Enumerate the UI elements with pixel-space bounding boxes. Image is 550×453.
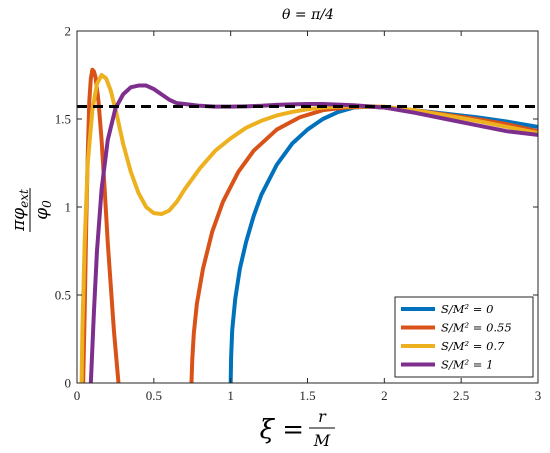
plot-area — [77, 67, 538, 383]
x-tick-label: 1.5 — [299, 388, 315, 403]
x-axis-label: ξ = r M — [260, 407, 335, 450]
axes: 0 0.5 1 1.5 2 2.5 3 0 0.5 1 1.5 2 — [55, 24, 542, 404]
x-tick-label: 1 — [227, 388, 234, 403]
legend-entry-label: S/M² = 1 — [441, 358, 493, 372]
x-axis-label-main: ξ = — [260, 415, 304, 445]
x-tick-label: 2 — [381, 388, 388, 403]
y-axis-label: πφext φ0 — [9, 188, 54, 232]
x-tick-label: 2.5 — [453, 388, 469, 403]
y-tick-label: 2 — [65, 24, 72, 39]
y-tick-label: 0 — [65, 376, 72, 391]
chart-title: θ = π/4 — [282, 7, 334, 23]
y-tick-label: 1 — [65, 200, 72, 215]
y-axis-label-numerator: πφext — [9, 189, 31, 232]
y-tick-label: 0.5 — [55, 288, 71, 303]
y-axis-label-denominator: φ0 — [32, 200, 54, 220]
legend-entry-label: S/M² = 0.7 — [441, 339, 505, 353]
x-tick-label: 3 — [535, 388, 542, 403]
legend-entry-label: S/M² = 0 — [441, 302, 493, 316]
x-axis-label-numerator: r — [318, 407, 327, 426]
x-tick-label: 0 — [74, 388, 81, 403]
legend-entry-label: S/M² = 0.55 — [441, 321, 512, 335]
x-tick-label: 0.5 — [146, 388, 162, 403]
y-tick-label: 1.5 — [55, 112, 71, 127]
x-axis-label-denominator: M — [313, 431, 331, 450]
legend: S/M² = 0 S/M² = 0.55 S/M² = 0.7 S/M² = 1 — [394, 296, 534, 378]
